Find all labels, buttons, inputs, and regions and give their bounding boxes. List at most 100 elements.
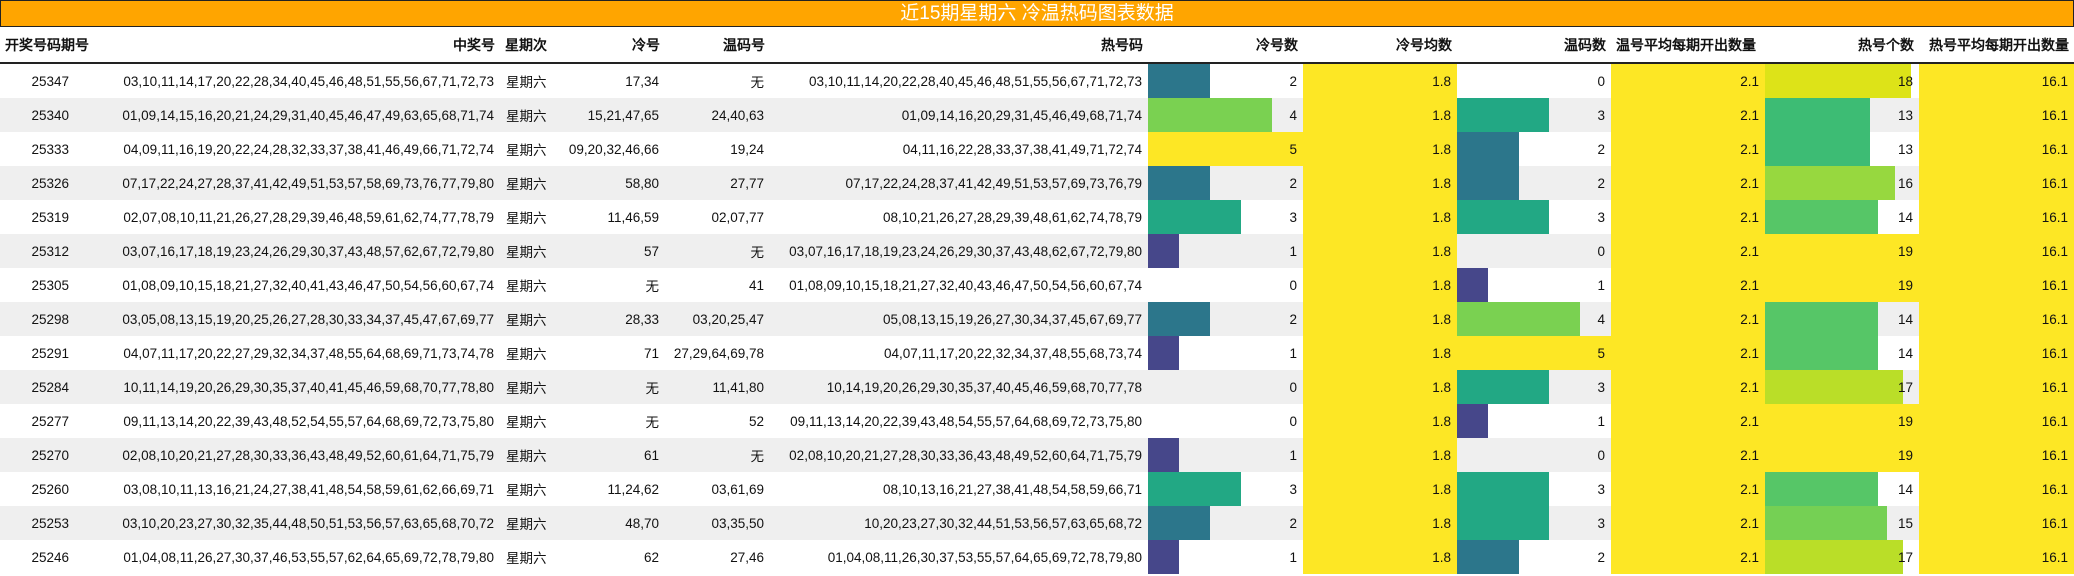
cell-warm-count[interactable]: 0 — [1457, 438, 1611, 472]
cell-weekday[interactable]: 星期六 — [500, 540, 555, 574]
cell-cold-avg[interactable]: 1.8 — [1303, 166, 1457, 200]
cell-hot-avg[interactable]: 16.1 — [1919, 200, 2074, 234]
cell-winning-numbers[interactable]: 01,04,08,11,26,27,30,37,46,53,55,57,62,6… — [75, 540, 500, 574]
cell-period[interactable]: 25347 — [0, 63, 75, 98]
cell-hot-avg[interactable]: 16.1 — [1919, 438, 2074, 472]
cell-hot-numbers[interactable]: 07,17,22,24,28,37,41,42,49,51,53,57,69,7… — [770, 166, 1148, 200]
cell-warm-count[interactable]: 5 — [1457, 336, 1611, 370]
cell-warm-numbers[interactable]: 无 — [665, 234, 770, 268]
cell-warm-avg[interactable]: 2.1 — [1611, 200, 1765, 234]
cell-period[interactable]: 25340 — [0, 98, 75, 132]
cell-warm-count[interactable]: 2 — [1457, 540, 1611, 574]
cell-warm-avg[interactable]: 2.1 — [1611, 472, 1765, 506]
cell-hot-avg[interactable]: 16.1 — [1919, 268, 2074, 302]
cell-winning-numbers[interactable]: 03,07,16,17,18,19,23,24,26,29,30,37,43,4… — [75, 234, 500, 268]
cell-warm-numbers[interactable]: 03,35,50 — [665, 506, 770, 540]
table-row[interactable]: 25340 01,09,14,15,16,20,21,24,29,31,40,45… — [0, 98, 2074, 132]
cell-period[interactable]: 25291 — [0, 336, 75, 370]
cell-cold-count[interactable]: 1 — [1148, 438, 1303, 472]
cell-cold-count[interactable]: 2 — [1148, 506, 1303, 540]
cell-cold-avg[interactable]: 1.8 — [1303, 336, 1457, 370]
cell-warm-numbers[interactable]: 27,29,64,69,78 — [665, 336, 770, 370]
cell-hot-avg[interactable]: 16.1 — [1919, 234, 2074, 268]
cell-warm-avg[interactable]: 2.1 — [1611, 132, 1765, 166]
table-row[interactable]: 25284 10,11,14,19,20,26,29,30,35,37,40,41… — [0, 370, 2074, 404]
cell-cold-avg[interactable]: 1.8 — [1303, 200, 1457, 234]
cell-period[interactable]: 25298 — [0, 302, 75, 336]
cell-weekday[interactable]: 星期六 — [500, 302, 555, 336]
cell-hot-numbers[interactable]: 09,11,13,14,20,22,39,43,48,54,55,57,64,6… — [770, 404, 1148, 438]
table-row[interactable]: 25253 03,10,20,23,27,30,32,35,44,48,50,51… — [0, 506, 2074, 540]
cell-warm-count[interactable]: 3 — [1457, 472, 1611, 506]
cell-cold-numbers[interactable]: 11,46,59 — [555, 200, 665, 234]
cell-hot-count[interactable]: 19 — [1765, 268, 1919, 302]
cell-cold-numbers[interactable]: 09,20,32,46,66 — [555, 132, 665, 166]
cell-hot-count[interactable]: 13 — [1765, 98, 1919, 132]
cell-cold-numbers[interactable]: 48,70 — [555, 506, 665, 540]
cell-winning-numbers[interactable]: 10,11,14,19,20,26,29,30,35,37,40,41,45,4… — [75, 370, 500, 404]
cell-cold-numbers[interactable]: 15,21,47,65 — [555, 98, 665, 132]
col-header-winning[interactable]: 中奖号 — [75, 27, 500, 64]
cell-cold-avg[interactable]: 1.8 — [1303, 506, 1457, 540]
cell-weekday[interactable]: 星期六 — [500, 438, 555, 472]
cell-weekday[interactable]: 星期六 — [500, 506, 555, 540]
cell-warm-avg[interactable]: 2.1 — [1611, 234, 1765, 268]
cell-hot-avg[interactable]: 16.1 — [1919, 404, 2074, 438]
cell-period[interactable]: 25253 — [0, 506, 75, 540]
table-row[interactable]: 25305 01,08,09,10,15,18,21,27,32,40,41,43… — [0, 268, 2074, 302]
cell-warm-numbers[interactable]: 41 — [665, 268, 770, 302]
col-header-warm-avg[interactable]: 温号平均每期开出数量 — [1611, 27, 1765, 64]
cell-warm-count[interactable]: 1 — [1457, 268, 1611, 302]
cell-winning-numbers[interactable]: 01,08,09,10,15,18,21,27,32,40,41,43,46,4… — [75, 268, 500, 302]
cell-hot-numbers[interactable]: 02,08,10,20,21,27,28,30,33,36,43,48,49,5… — [770, 438, 1148, 472]
cell-winning-numbers[interactable]: 04,07,11,17,20,22,27,29,32,34,37,48,55,6… — [75, 336, 500, 370]
cell-hot-numbers[interactable]: 01,09,14,16,20,29,31,45,46,49,68,71,74 — [770, 98, 1148, 132]
cell-warm-numbers[interactable]: 无 — [665, 63, 770, 98]
cell-warm-numbers[interactable]: 24,40,63 — [665, 98, 770, 132]
cell-hot-avg[interactable]: 16.1 — [1919, 63, 2074, 98]
cell-cold-count[interactable]: 1 — [1148, 336, 1303, 370]
cell-cold-numbers[interactable]: 17,34 — [555, 63, 665, 98]
cell-warm-numbers[interactable]: 03,20,25,47 — [665, 302, 770, 336]
cell-cold-numbers[interactable]: 11,24,62 — [555, 472, 665, 506]
cell-hot-numbers[interactable]: 01,04,08,11,26,30,37,53,55,57,64,65,69,7… — [770, 540, 1148, 574]
cell-hot-count[interactable]: 19 — [1765, 404, 1919, 438]
cell-weekday[interactable]: 星期六 — [500, 132, 555, 166]
cell-cold-avg[interactable]: 1.8 — [1303, 370, 1457, 404]
col-header-cold[interactable]: 冷号 — [555, 27, 665, 64]
cell-period[interactable]: 25305 — [0, 268, 75, 302]
cell-weekday[interactable]: 星期六 — [500, 63, 555, 98]
cell-cold-numbers[interactable]: 58,80 — [555, 166, 665, 200]
cell-warm-count[interactable]: 3 — [1457, 200, 1611, 234]
cell-hot-avg[interactable]: 16.1 — [1919, 472, 2074, 506]
cell-weekday[interactable]: 星期六 — [500, 404, 555, 438]
cell-hot-numbers[interactable]: 03,10,11,14,20,22,28,40,45,46,48,51,55,5… — [770, 63, 1148, 98]
cell-hot-count[interactable]: 15 — [1765, 506, 1919, 540]
col-header-weekday[interactable]: 星期次 — [500, 27, 555, 64]
col-header-warm-count[interactable]: 温码数 — [1457, 27, 1611, 64]
cell-hot-avg[interactable]: 16.1 — [1919, 302, 2074, 336]
cell-cold-avg[interactable]: 1.8 — [1303, 132, 1457, 166]
cell-cold-avg[interactable]: 1.8 — [1303, 540, 1457, 574]
table-row[interactable]: 25260 03,08,10,11,13,16,21,24,27,38,41,48… — [0, 472, 2074, 506]
cell-warm-numbers[interactable]: 27,77 — [665, 166, 770, 200]
cell-cold-count[interactable]: 0 — [1148, 404, 1303, 438]
cell-hot-numbers[interactable]: 10,14,19,20,26,29,30,35,37,40,45,46,59,6… — [770, 370, 1148, 404]
cell-cold-numbers[interactable]: 无 — [555, 268, 665, 302]
cell-cold-avg[interactable]: 1.8 — [1303, 302, 1457, 336]
cell-cold-numbers[interactable]: 57 — [555, 234, 665, 268]
cell-cold-numbers[interactable]: 61 — [555, 438, 665, 472]
cell-cold-count[interactable]: 3 — [1148, 472, 1303, 506]
cell-hot-numbers[interactable]: 08,10,13,16,21,27,38,41,48,54,58,59,66,7… — [770, 472, 1148, 506]
cell-winning-numbers[interactable]: 04,09,11,16,19,20,22,24,28,32,33,37,38,4… — [75, 132, 500, 166]
cell-period[interactable]: 25270 — [0, 438, 75, 472]
cell-warm-numbers[interactable]: 19,24 — [665, 132, 770, 166]
table-row[interactable]: 25291 04,07,11,17,20,22,27,29,32,34,37,48… — [0, 336, 2074, 370]
cell-warm-count[interactable]: 3 — [1457, 98, 1611, 132]
table-row[interactable]: 25333 04,09,11,16,19,20,22,24,28,32,33,37… — [0, 132, 2074, 166]
cell-warm-avg[interactable]: 2.1 — [1611, 438, 1765, 472]
cell-warm-numbers[interactable]: 无 — [665, 438, 770, 472]
cell-hot-numbers[interactable]: 08,10,21,26,27,28,29,39,48,61,62,74,78,7… — [770, 200, 1148, 234]
cell-hot-count[interactable]: 19 — [1765, 438, 1919, 472]
cell-warm-avg[interactable]: 2.1 — [1611, 302, 1765, 336]
